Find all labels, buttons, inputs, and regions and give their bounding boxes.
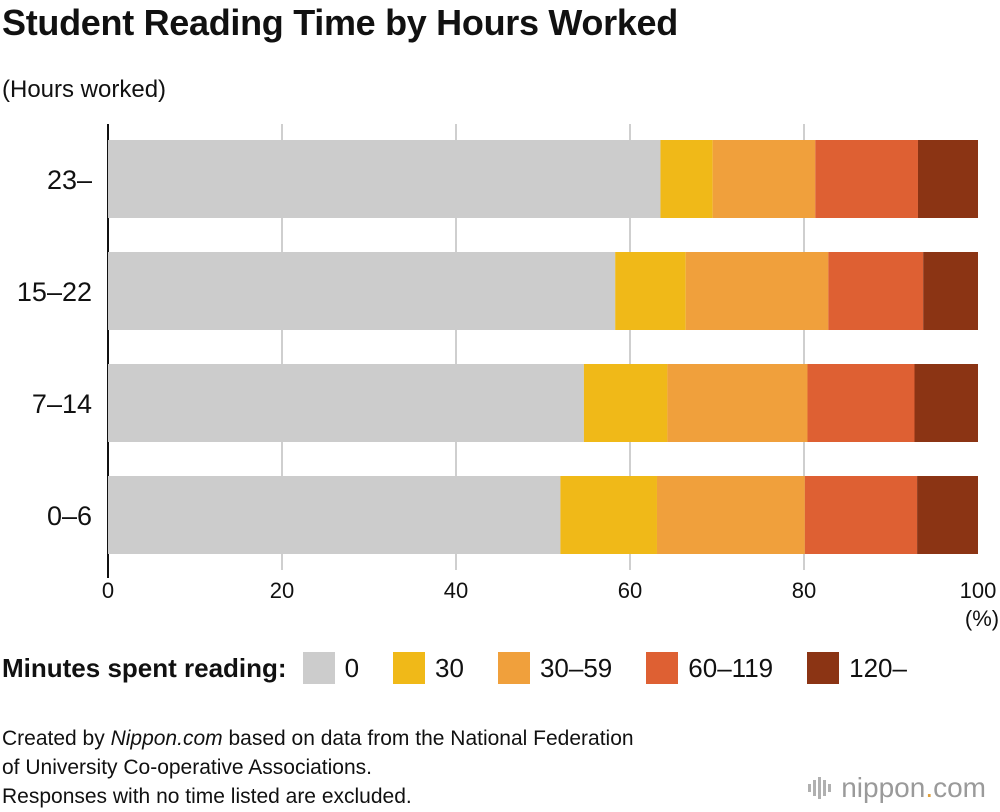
bar-segment [615, 252, 686, 330]
legend-label: 30–59 [539, 652, 613, 683]
brand-name: nippon [841, 772, 926, 803]
bar-segment [685, 252, 829, 330]
bar-segment [667, 364, 808, 442]
brand-dot: . [925, 772, 934, 803]
legend-swatch [302, 652, 335, 684]
y-axis-label: (Hours worked) [2, 76, 167, 103]
x-tick-label: 60 [618, 578, 642, 603]
x-tick-label: 20 [270, 578, 294, 603]
source-prefix: Created by [2, 727, 111, 750]
category-label: 23– [47, 165, 92, 195]
bar-segment [656, 476, 805, 554]
x-tick-label: 80 [792, 578, 816, 603]
bar-segment [804, 476, 918, 554]
legend-title: Minutes spent reading: [2, 652, 287, 683]
legend-swatch [646, 652, 679, 684]
bar-segment [712, 140, 816, 218]
legend: Minutes spent reading: 0 30 30–59 60–119… [2, 650, 941, 686]
bar-segment [828, 252, 924, 330]
bar-segment [583, 364, 668, 442]
legend-swatch [497, 652, 530, 684]
bar-segment [108, 140, 661, 218]
x-tick-label: 40 [444, 578, 468, 603]
bar-segment [917, 476, 978, 554]
legend-swatch [393, 652, 426, 684]
bars [108, 140, 978, 554]
source-line-2: of University Co-operative Associations. [2, 756, 372, 779]
logo-mark-icon [808, 777, 832, 799]
bar-segment [660, 140, 713, 218]
source-line-1: Created by Nippon.com based on data from… [2, 724, 634, 753]
x-axis-ticks: 0 20 40 60 80 100 (%) [102, 578, 999, 631]
legend-item-120-min: 120– [807, 652, 907, 684]
source-publisher: Nippon.com [110, 727, 223, 750]
x-tick-label: 0 [102, 578, 114, 603]
bar-segment [807, 364, 915, 442]
brand-logo: nippon. com [807, 772, 986, 804]
category-label: 15–22 [17, 277, 92, 307]
legend-item-0-min: 0 [302, 652, 360, 684]
stacked-bar-chart: 23– 15–22 7–14 0–6 0 20 40 60 80 100 (%) [17, 124, 999, 631]
bar-segment [914, 364, 978, 442]
legend-item-60-119-min: 60–119 [646, 652, 773, 684]
source-suffix: based on data from the National Federati… [222, 727, 634, 750]
bar-segment [108, 476, 561, 554]
bar-segment [560, 476, 657, 554]
category-label: 0–6 [47, 501, 92, 531]
brand-tld: com [933, 772, 986, 803]
x-axis-unit: (%) [965, 606, 999, 631]
legend-item-30-min: 30 [393, 652, 464, 684]
bar-segment [923, 252, 978, 330]
source-note: Created by Nippon.com based on data from… [2, 724, 634, 811]
bar-segment [815, 140, 918, 218]
legend-label: 0 [344, 652, 360, 683]
legend-label: 60–119 [688, 652, 774, 683]
category-label: 7–14 [32, 389, 92, 419]
legend-item-30-59-min: 30–59 [497, 652, 613, 684]
bar-segment [108, 252, 616, 330]
x-tick-label: 100 [960, 578, 997, 603]
bar-segment [917, 140, 978, 218]
legend-label: 30 [435, 652, 464, 683]
chart-title: Student Reading Time by Hours Worked [2, 2, 678, 43]
bar-segment [108, 364, 584, 442]
legend-label: 120– [849, 652, 907, 683]
source-line-3: Responses with no time listed are exclud… [2, 785, 412, 808]
category-labels: 23– 15–22 7–14 0–6 [17, 165, 92, 531]
legend-swatch [807, 652, 840, 684]
